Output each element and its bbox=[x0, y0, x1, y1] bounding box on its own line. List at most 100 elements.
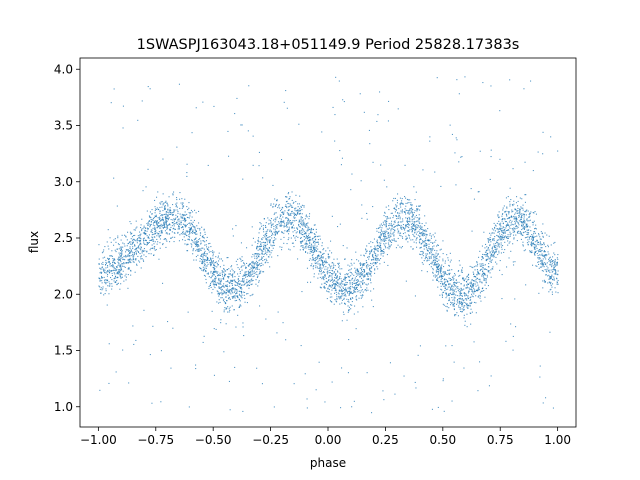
data-point bbox=[139, 231, 141, 233]
data-point bbox=[365, 273, 367, 275]
data-point bbox=[481, 275, 483, 277]
data-point bbox=[521, 198, 523, 200]
data-point bbox=[556, 257, 558, 259]
data-point bbox=[203, 268, 205, 270]
data-point bbox=[462, 277, 464, 279]
data-point bbox=[389, 240, 391, 242]
data-point bbox=[213, 264, 215, 266]
data-point bbox=[435, 259, 437, 261]
data-point bbox=[212, 273, 214, 275]
data-point bbox=[465, 278, 467, 280]
data-point bbox=[219, 282, 221, 284]
data-point bbox=[374, 263, 376, 265]
data-point bbox=[252, 279, 254, 281]
data-point bbox=[489, 232, 491, 234]
data-point bbox=[179, 192, 181, 194]
data-point bbox=[553, 267, 555, 269]
data-point bbox=[535, 250, 537, 252]
data-point bbox=[339, 303, 341, 305]
data-point bbox=[499, 224, 501, 226]
data-point bbox=[288, 221, 290, 223]
data-point bbox=[310, 281, 312, 283]
data-point bbox=[232, 235, 234, 237]
data-point bbox=[295, 207, 297, 209]
data-point bbox=[107, 245, 109, 247]
data-point bbox=[484, 268, 486, 270]
data-point bbox=[359, 262, 361, 264]
data-point bbox=[390, 232, 392, 234]
data-point bbox=[213, 285, 215, 287]
data-point bbox=[306, 398, 308, 400]
data-point bbox=[282, 211, 284, 213]
data-point bbox=[305, 214, 307, 216]
data-point bbox=[147, 236, 149, 238]
data-point bbox=[115, 275, 117, 277]
data-point bbox=[449, 289, 451, 291]
data-point bbox=[477, 290, 479, 292]
data-point bbox=[322, 257, 324, 259]
data-point bbox=[499, 228, 501, 230]
data-point bbox=[259, 228, 261, 230]
data-point bbox=[194, 241, 196, 243]
data-point bbox=[143, 242, 145, 244]
data-point bbox=[279, 207, 281, 209]
data-point bbox=[109, 255, 111, 257]
data-point bbox=[200, 240, 202, 242]
data-point bbox=[463, 277, 465, 279]
data-point bbox=[132, 261, 134, 263]
data-point bbox=[311, 238, 313, 240]
data-point bbox=[106, 304, 108, 306]
data-point bbox=[369, 143, 371, 145]
data-point bbox=[111, 255, 113, 257]
data-point bbox=[170, 367, 172, 369]
data-point bbox=[362, 282, 364, 284]
data-point bbox=[117, 271, 119, 273]
data-point bbox=[509, 219, 511, 221]
data-point bbox=[448, 300, 450, 302]
data-point bbox=[265, 237, 267, 239]
data-point bbox=[191, 244, 193, 246]
data-point bbox=[534, 251, 536, 253]
data-point bbox=[192, 211, 194, 213]
data-point bbox=[301, 240, 303, 242]
data-point bbox=[217, 271, 219, 273]
data-point bbox=[532, 236, 534, 238]
data-point bbox=[344, 277, 346, 279]
data-point bbox=[423, 245, 425, 247]
data-point bbox=[147, 242, 149, 244]
data-point bbox=[190, 243, 192, 245]
data-point bbox=[425, 240, 427, 242]
data-point bbox=[438, 259, 440, 261]
data-point bbox=[388, 217, 390, 219]
data-point bbox=[337, 226, 339, 228]
data-point bbox=[360, 264, 362, 266]
data-point bbox=[231, 283, 233, 285]
data-point bbox=[203, 335, 205, 337]
data-point bbox=[246, 281, 248, 283]
data-point bbox=[144, 230, 146, 232]
data-point bbox=[134, 245, 136, 247]
data-point bbox=[197, 254, 199, 256]
data-point bbox=[474, 269, 476, 271]
data-point bbox=[273, 213, 275, 215]
data-point bbox=[461, 269, 463, 271]
data-point bbox=[495, 243, 497, 245]
data-point bbox=[249, 275, 251, 277]
data-point bbox=[451, 279, 453, 281]
data-point bbox=[407, 221, 409, 223]
data-point bbox=[542, 255, 544, 257]
data-point bbox=[509, 227, 511, 229]
data-point bbox=[246, 302, 248, 304]
data-point bbox=[416, 226, 418, 228]
data-point bbox=[534, 231, 536, 233]
data-point bbox=[305, 231, 307, 233]
data-point bbox=[362, 294, 364, 296]
data-point bbox=[427, 250, 429, 252]
data-point bbox=[343, 298, 345, 300]
data-point bbox=[128, 250, 130, 252]
data-point bbox=[334, 286, 336, 288]
data-point bbox=[531, 234, 533, 236]
data-point bbox=[474, 290, 476, 292]
data-point bbox=[184, 224, 186, 226]
data-point bbox=[141, 228, 143, 230]
